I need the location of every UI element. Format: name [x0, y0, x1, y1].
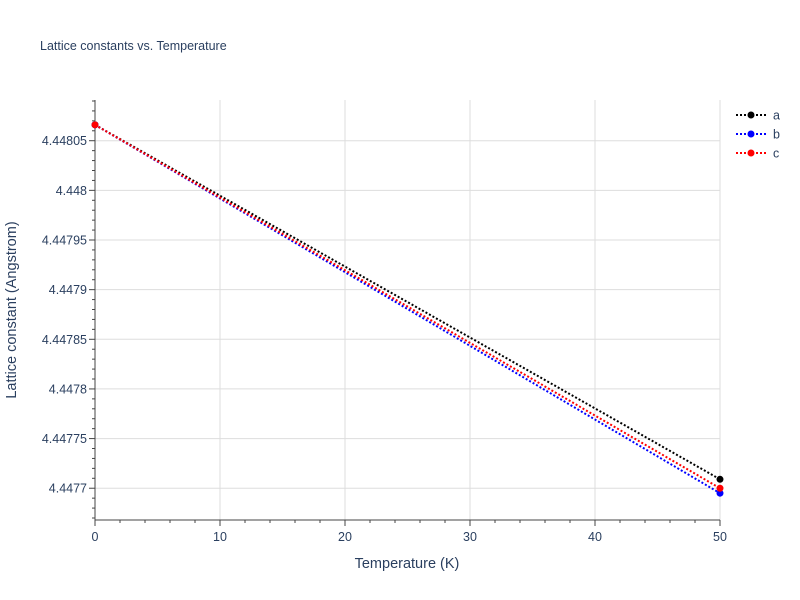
- y-tick-label: 4.44775: [42, 432, 87, 446]
- data-point-c: [91, 121, 99, 129]
- y-tick-label: 4.44785: [42, 333, 87, 347]
- legend[interactable]: abc: [736, 109, 780, 161]
- legend-label-b: b: [773, 128, 780, 142]
- chart-title: Lattice constants vs. Temperature: [40, 39, 227, 53]
- x-tick-label: 30: [463, 530, 477, 544]
- legend-marker-b: [747, 130, 755, 138]
- data-point-b: [716, 489, 724, 497]
- legend-marker-c: [747, 149, 755, 157]
- y-tick-label: 4.44805: [42, 134, 87, 148]
- legend-item-a[interactable]: a: [736, 109, 780, 123]
- ticks: 0 10 20 30 40 50 4.4477 4.44775 4.4478 4.44785 4.4…: [42, 100, 727, 544]
- x-tick-label: 40: [588, 530, 602, 544]
- x-tick-label: 10: [213, 530, 227, 544]
- legend-marker-a: [747, 111, 755, 119]
- series-line-a: [94, 123, 721, 481]
- axes: [94, 100, 720, 521]
- y-tick-label: 4.448: [56, 184, 87, 198]
- y-tick-label: 4.4478: [49, 382, 87, 396]
- data-point-c: [716, 484, 724, 492]
- grid: [95, 100, 721, 520]
- data-point-a: [716, 475, 724, 483]
- y-tick-label: 4.4477: [49, 482, 87, 496]
- x-tick-label: 20: [338, 530, 352, 544]
- legend-label-c: c: [773, 147, 779, 161]
- series-line-c: [94, 123, 721, 490]
- x-axis-title: Temperature (K): [355, 556, 460, 572]
- y-tick-label: 4.44795: [42, 234, 87, 248]
- legend-item-b[interactable]: b: [736, 128, 780, 142]
- y-axis-title: Lattice constant (Angstrom): [4, 221, 20, 398]
- legend-label-a: a: [773, 109, 780, 123]
- series-layer: [91, 121, 724, 497]
- legend-item-c[interactable]: c: [736, 147, 779, 161]
- x-tick-label: 50: [713, 530, 727, 544]
- x-tick-label: 0: [92, 530, 99, 544]
- y-tick-label: 4.4479: [49, 283, 87, 297]
